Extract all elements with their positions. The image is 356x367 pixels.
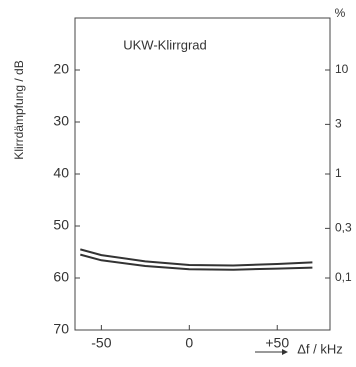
y-tick-label: 50 (53, 217, 69, 233)
y2-tick-label: 1 (335, 166, 342, 180)
y-tick-label: 40 (53, 165, 69, 181)
y-tick-label: 30 (53, 113, 69, 129)
y2-tick-label: 0,3 (335, 221, 352, 235)
x-axis-label: Δf / kHz (297, 341, 343, 356)
x-tick-label: +50 (265, 335, 289, 351)
y-axis-label: Klirrdämpfung / dB (12, 60, 26, 159)
x-axis-arrowhead (282, 349, 288, 355)
y-tick-label: 70 (53, 321, 69, 337)
curve (80, 248, 313, 267)
y2-tick-label: 3 (335, 117, 342, 131)
plot-frame (74, 17, 331, 331)
y2-axis-label: % (335, 6, 346, 20)
y2-tick-label: 10 (335, 62, 349, 76)
y-tick-label: 60 (53, 269, 69, 285)
y-tick-label: 20 (53, 61, 69, 77)
x-tick-label: 0 (185, 335, 193, 351)
y2-tick-label: 0,1 (335, 270, 352, 284)
x-tick-label: -50 (91, 335, 111, 351)
chart-title: UKW-Klirrgrad (123, 37, 207, 52)
curve (80, 253, 313, 271)
